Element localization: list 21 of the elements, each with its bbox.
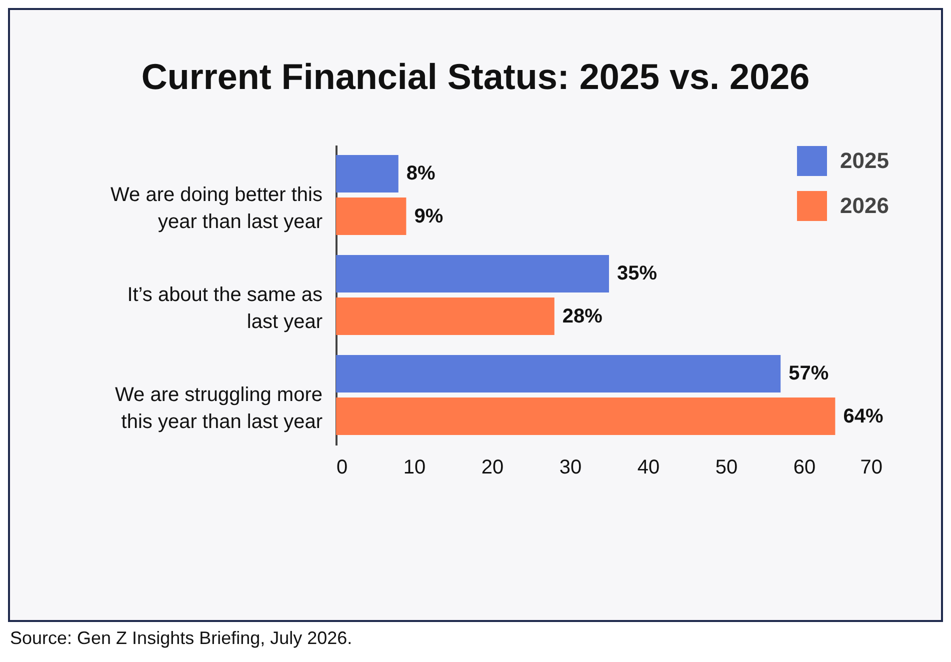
y-tick-label: We are struggling more this year than last year xyxy=(115,384,323,433)
legend-label: 2025 xyxy=(840,148,889,173)
x-tick-label: 50 xyxy=(715,456,738,478)
data-label: 9% xyxy=(414,205,444,228)
x-tick-label: 30 xyxy=(559,456,582,478)
legend-label: 2026 xyxy=(840,193,889,218)
data-label: 64% xyxy=(843,405,884,428)
y-tick-label: It’s about the same as last year xyxy=(127,284,323,333)
source-note: Source: Gen Z Insights Briefing, July 2026. xyxy=(10,628,352,649)
x-tick-label: 70 xyxy=(860,456,882,478)
data-label: 8% xyxy=(406,162,436,185)
chart-title: Current Financial Status: 2025 vs. 2026 xyxy=(140,56,811,98)
y-tick-label: We are doing better this year than last year xyxy=(110,184,323,233)
x-tick-label: 40 xyxy=(637,456,660,478)
data-label: 28% xyxy=(562,305,603,328)
data-label: 35% xyxy=(617,262,658,285)
x-tick-label: 60 xyxy=(793,456,816,478)
x-tick-label: 10 xyxy=(403,456,426,478)
x-tick-label: 20 xyxy=(481,456,504,478)
data-label: 57% xyxy=(788,362,829,385)
x-tick-label: 0 xyxy=(336,456,348,478)
